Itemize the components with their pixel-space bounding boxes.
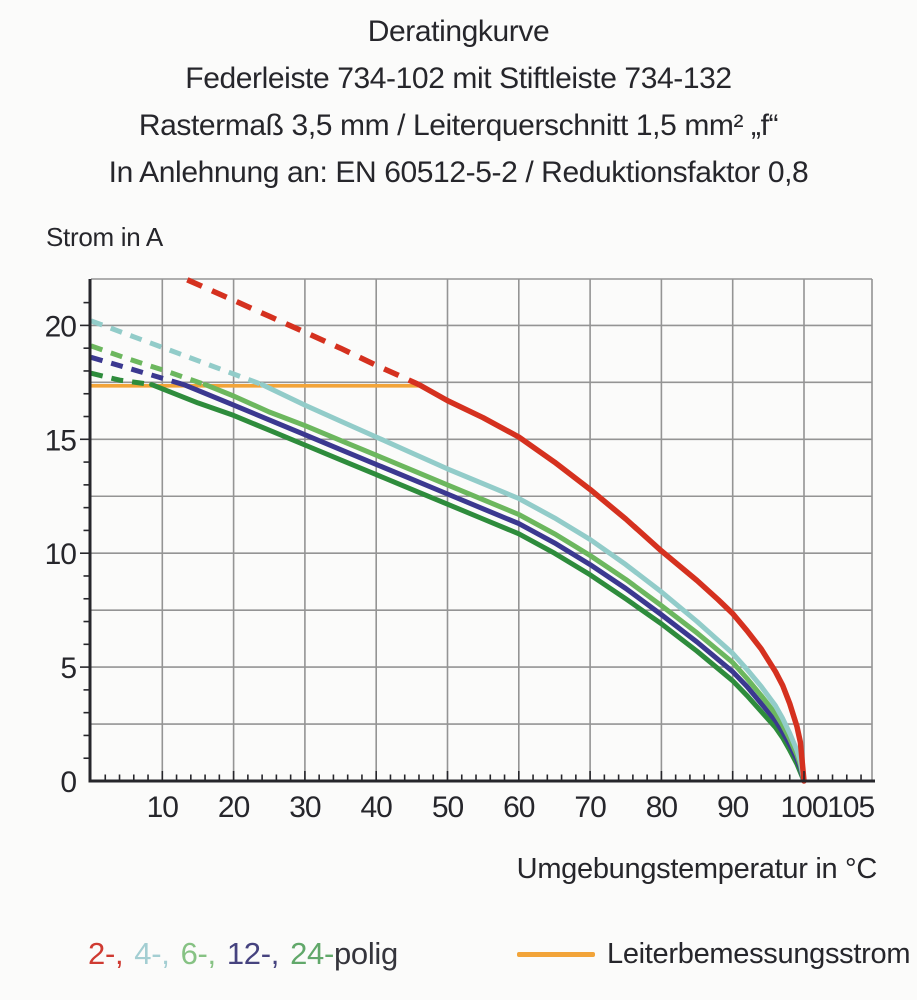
tick-marks (80, 301, 862, 780)
y-axis-title: Strom in A (46, 222, 163, 252)
curve-12-polig-dashed (90, 354, 185, 387)
chart-subtitle-parts: Federleiste 734-102 mit Stiftleiste 734-… (185, 62, 732, 95)
x-tick-label: 40 (361, 791, 393, 824)
x-tick-label: 10 (147, 791, 179, 824)
chart-subtitle-standard: In Anlehnung an: EN 60512-5-2 / Reduktio… (108, 156, 809, 189)
x-tick-label: 90 (717, 791, 749, 824)
curve-12-polig-solid (181, 382, 807, 784)
y-tick-label: 5 (60, 652, 76, 685)
curve-2-polig-dashed (186, 277, 421, 388)
curve-2-polig-solid (416, 381, 807, 784)
curve-24-polig-dashed (90, 370, 152, 388)
x-tick-label: 60 (503, 791, 535, 824)
derating-curves (90, 277, 807, 784)
reference-current-label: Leiterbemessungsstrom (607, 938, 911, 970)
y-tick-label: 10 (45, 538, 77, 571)
axes (88, 279, 875, 783)
legend-series-2polig: 2-, (88, 936, 124, 971)
curve-24-polig-solid (149, 382, 807, 784)
legend-series-24polig: 24- (290, 936, 334, 971)
legend-series-6polig: 6-, (180, 936, 217, 971)
x-tick-label: 50 (432, 791, 464, 824)
chart-title: Deratingkurve (367, 15, 550, 48)
chart-subtitle-pitch: Rastermaß 3,5 mm / Leiterquerschnitt 1,5… (138, 109, 779, 142)
x-axis-title: Umgebungstemperatur in °C (516, 853, 878, 885)
y-tick-label: 15 (45, 424, 77, 457)
x-tick-label: 80 (646, 791, 678, 824)
x-tick-label: 70 (574, 791, 606, 824)
legend-polig-suffix: polig (333, 936, 398, 971)
chart-title-block: Deratingkurve Federleiste 734-102 mit St… (0, 8, 917, 196)
x-tick-label: 100 (780, 791, 827, 824)
x-tick-label: 105 (827, 791, 874, 824)
legend-series-4polig: 4-, (134, 936, 170, 971)
y-tick-label: 20 (45, 310, 77, 343)
curve-4-polig-solid (259, 382, 807, 784)
x-tick-label: 30 (289, 791, 321, 824)
y-tick-labels: 0 5 10 15 20 (45, 310, 78, 799)
y-tick-label: 0 (60, 766, 76, 799)
curve-6-polig-dashed (90, 343, 206, 387)
legend-reference-current: Leiterbemessungsstrom (517, 938, 910, 971)
legend-pole-counts: 2-, 4-, 6-, 12-, 24-polig (88, 936, 398, 972)
orange-line-swatch (517, 952, 595, 957)
gridlines (91, 278, 873, 781)
x-tick-labels: 10 20 30 40 50 60 70 80 90 100 105 (147, 791, 876, 824)
curve-6-polig-solid (202, 382, 807, 784)
x-tick-label: 20 (218, 791, 250, 824)
legend-series-12polig: 12-, (226, 936, 280, 971)
curve-4-polig-dashed (90, 318, 263, 387)
